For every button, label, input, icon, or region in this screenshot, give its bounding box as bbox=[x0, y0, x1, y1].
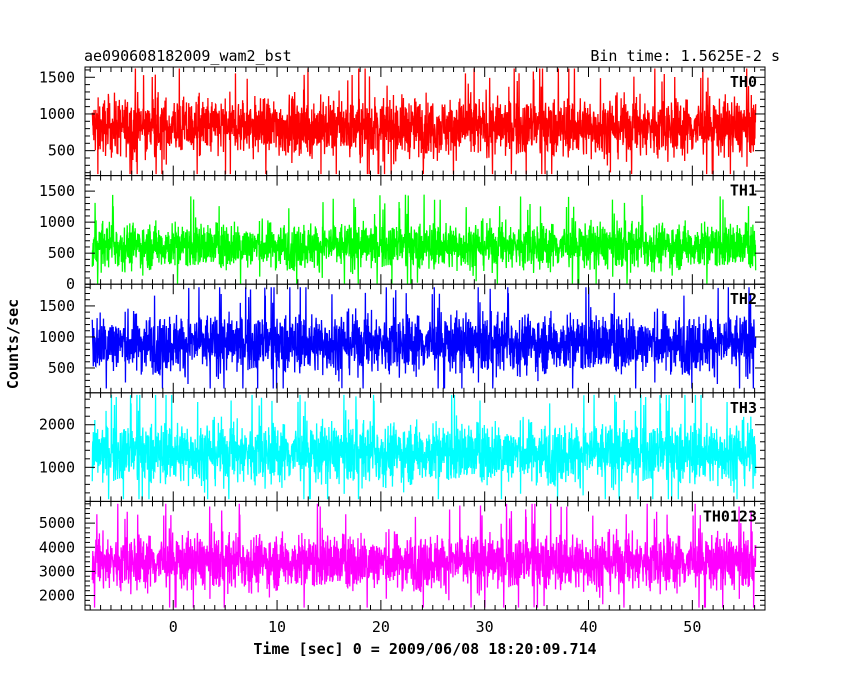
series-line-th0123 bbox=[91, 503, 757, 608]
y-tick-label: 3000 bbox=[39, 562, 75, 580]
y-tick-label: 1000 bbox=[39, 328, 75, 346]
series-line-th2 bbox=[91, 287, 757, 389]
y-tick-label: 1000 bbox=[39, 105, 75, 123]
panel-label-th2: TH2 bbox=[730, 290, 757, 308]
panel-label-th3: TH3 bbox=[730, 399, 757, 417]
y-tick-label: 500 bbox=[48, 359, 75, 377]
x-tick-label: 0 bbox=[169, 618, 178, 636]
panel-frame-th0123 bbox=[84, 500, 766, 611]
y-tick-label: 1500 bbox=[39, 68, 75, 86]
y-tick-label: 1000 bbox=[39, 213, 75, 231]
series-line-th3 bbox=[91, 394, 757, 500]
y-tick-label: 4000 bbox=[39, 538, 75, 556]
x-axis-label: Time [sec] 0 = 2009/06/08 18:20:09.714 bbox=[253, 640, 596, 658]
y-tick-label: 5000 bbox=[39, 514, 75, 532]
panel-label-th1: TH1 bbox=[730, 182, 757, 200]
series-line-th0 bbox=[91, 68, 757, 175]
y-tick-label: 1500 bbox=[39, 297, 75, 315]
y-tick-label: 2000 bbox=[39, 416, 75, 434]
x-tick-label: 20 bbox=[372, 618, 390, 636]
chart-title: ae090608182009_wam2_bst bbox=[84, 47, 292, 65]
y-tick-label: 1500 bbox=[39, 182, 75, 200]
y-tick-label: 0 bbox=[66, 275, 75, 293]
y-axis-label: Counts/sec bbox=[4, 299, 22, 389]
y-tick-label: 500 bbox=[48, 142, 75, 160]
x-tick-label: 10 bbox=[268, 618, 286, 636]
y-tick-label: 2000 bbox=[39, 587, 75, 605]
panel-label-th0: TH0 bbox=[730, 73, 757, 91]
y-tick-label: 1000 bbox=[39, 458, 75, 476]
x-tick-label: 50 bbox=[683, 618, 701, 636]
series-line-th1 bbox=[91, 194, 757, 284]
panel-label-th0123: TH0123 bbox=[703, 507, 757, 525]
chart-subtitle: Bin time: 1.5625E-2 s bbox=[590, 47, 780, 65]
y-tick-label: 500 bbox=[48, 244, 75, 262]
x-tick-label: 40 bbox=[579, 618, 597, 636]
x-tick-label: 30 bbox=[476, 618, 494, 636]
